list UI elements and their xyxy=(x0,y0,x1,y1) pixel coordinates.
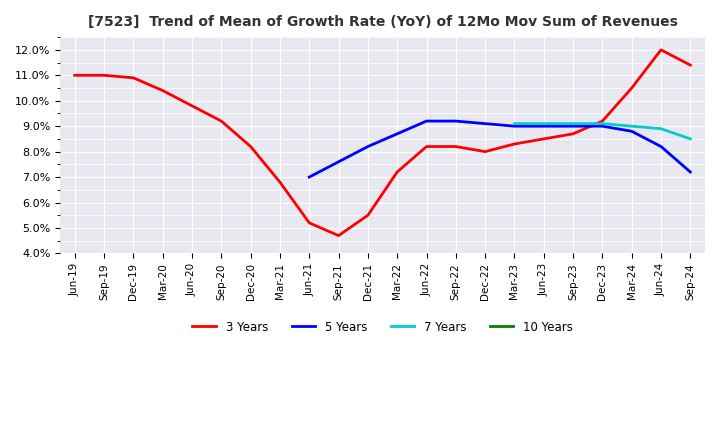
Legend: 3 Years, 5 Years, 7 Years, 10 Years: 3 Years, 5 Years, 7 Years, 10 Years xyxy=(188,316,577,338)
Title: [7523]  Trend of Mean of Growth Rate (YoY) of 12Mo Mov Sum of Revenues: [7523] Trend of Mean of Growth Rate (YoY… xyxy=(88,15,678,29)
